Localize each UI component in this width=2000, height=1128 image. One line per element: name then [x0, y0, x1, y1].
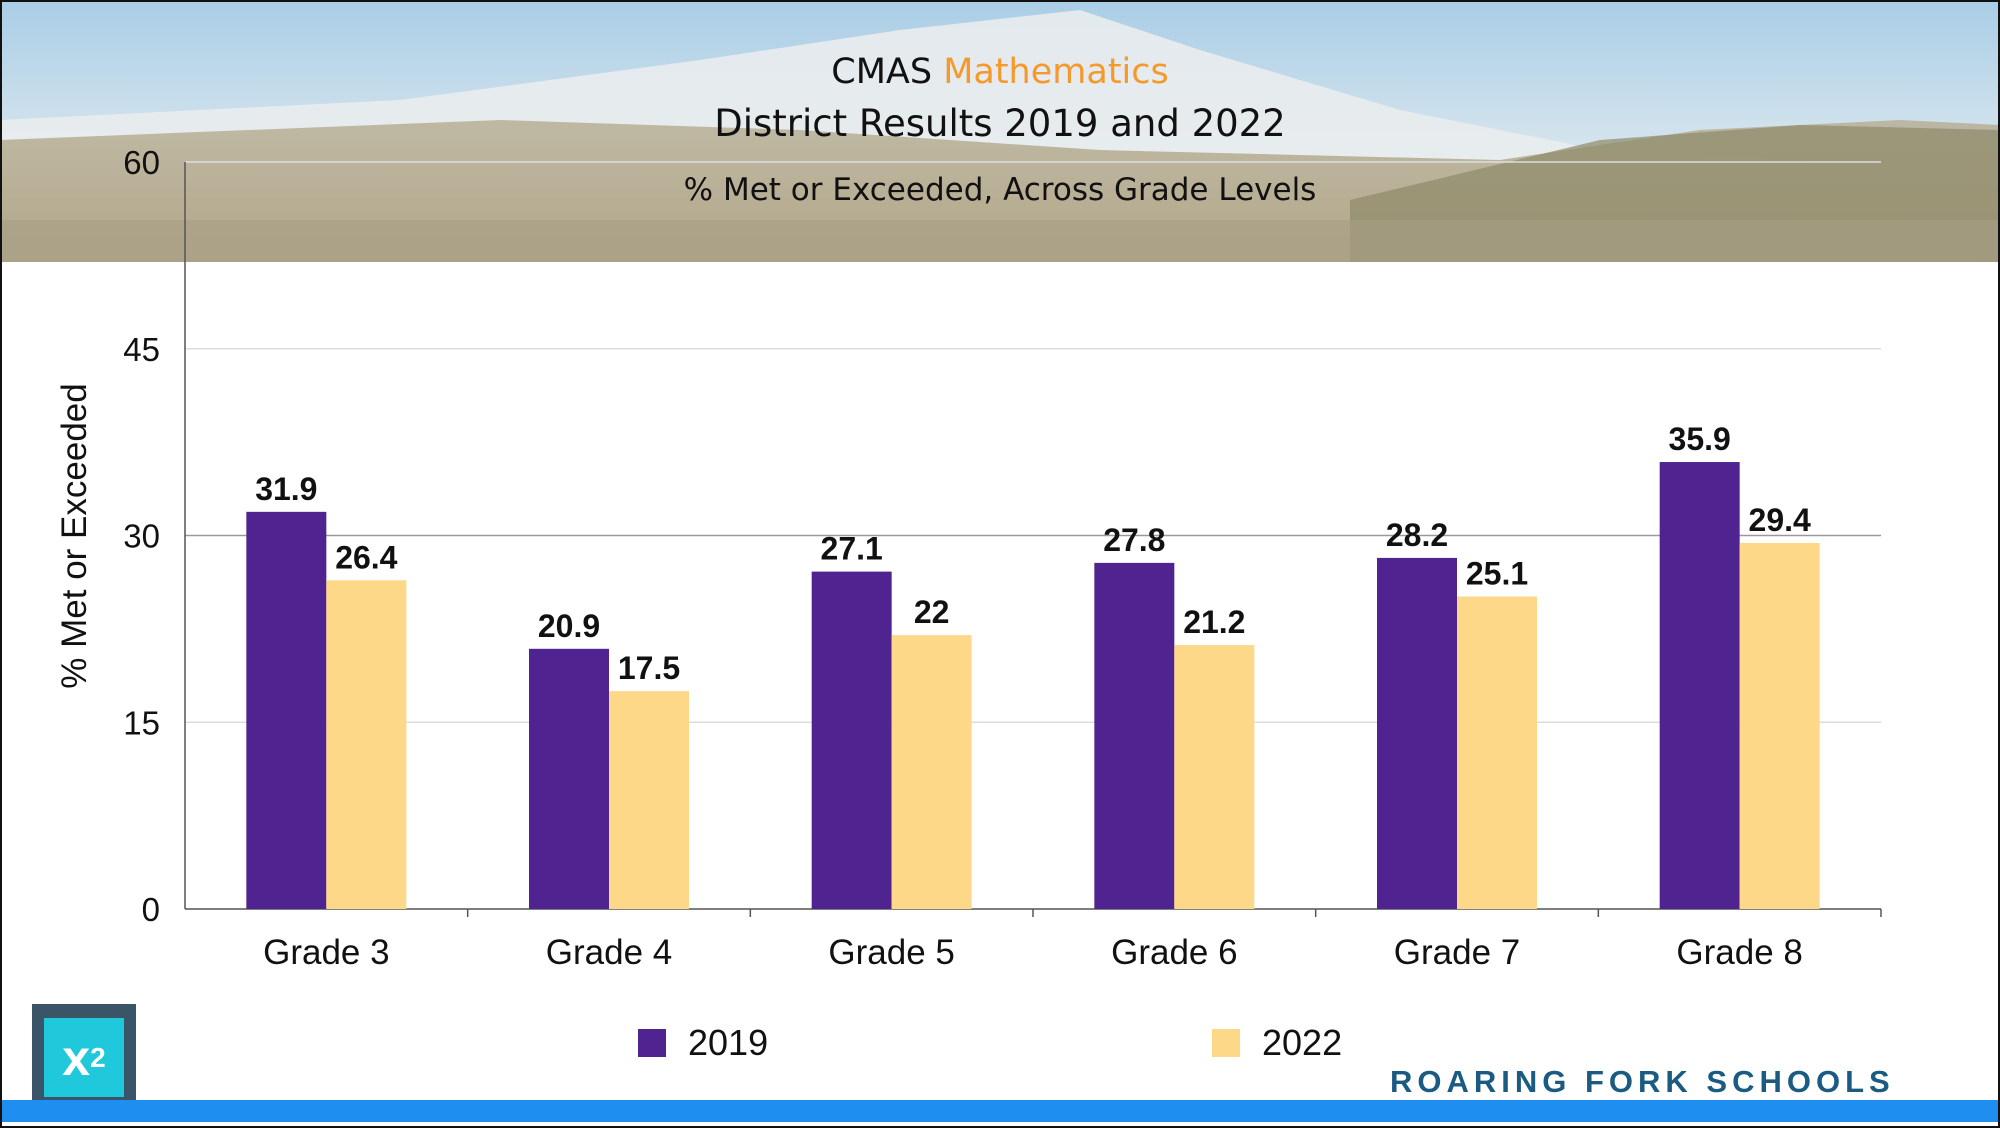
- bar-2019-grade-5: [811, 571, 892, 909]
- organization-name: ROARING FORK SCHOOLS: [1390, 1064, 1895, 1099]
- y-tick-label: 0: [142, 891, 160, 928]
- data-label: 26.4: [335, 539, 397, 575]
- data-label: 22: [914, 594, 950, 630]
- data-label: 35.9: [1669, 421, 1731, 457]
- legend-item-2022: 2022: [1212, 1022, 1342, 1064]
- legend-swatch-2022: [1212, 1029, 1240, 1057]
- bar-2019-grade-4: [529, 648, 609, 909]
- bar-2022-grade-3: [326, 580, 407, 909]
- chart-subtitle: % Met or Exceeded, Across Grade Levels: [683, 172, 1317, 208]
- bar-2019-grade-8: [1659, 462, 1740, 909]
- x-tick-label: Grade 8: [1676, 933, 1802, 972]
- data-label: 25.1: [1466, 556, 1528, 592]
- x-tick-label: Grade 5: [828, 933, 954, 972]
- y-tick-label: 45: [123, 331, 160, 368]
- legend-item-2019: 2019: [638, 1022, 768, 1064]
- x-tick-label: Grade 6: [1111, 933, 1237, 972]
- data-label: 21.2: [1183, 604, 1245, 640]
- data-label: 27.8: [1103, 522, 1165, 558]
- bar-2019-grade-7: [1377, 557, 1457, 909]
- chart-title-line2: District Results 2019 and 2022: [714, 102, 1286, 145]
- data-label: 29.4: [1749, 502, 1811, 538]
- legend-label-2019: 2019: [688, 1022, 769, 1063]
- bar-2019-grade-3: [246, 511, 327, 909]
- x-tick-label: Grade 4: [546, 933, 672, 972]
- bottom-bar: [0, 1100, 2000, 1122]
- y-tick-label: 30: [123, 518, 160, 555]
- data-label: 28.2: [1386, 517, 1448, 553]
- data-label: 20.9: [538, 608, 600, 644]
- title-subject: Mathematics: [943, 52, 1169, 92]
- chart-title: CMAS Mathematics: [0, 52, 2000, 92]
- logo-superscript: 2: [90, 1041, 106, 1073]
- header-mountain-photo: [0, 0, 2000, 262]
- bar-2022-grade-6: [1174, 645, 1255, 909]
- bar-2022-grade-4: [609, 691, 689, 909]
- bar-2019-grade-6: [1094, 562, 1175, 909]
- title-prefix: CMAS: [831, 52, 933, 92]
- bar-2022-grade-7: [1457, 596, 1537, 909]
- y-tick-label: 15: [123, 704, 160, 741]
- data-label: 31.9: [255, 471, 317, 507]
- data-label: 17.5: [618, 650, 680, 686]
- y-axis-label: % Met or Exceeded: [55, 383, 94, 688]
- logo-text: x: [62, 1029, 91, 1086]
- legend-swatch-2019: [638, 1029, 666, 1057]
- data-label: 27.1: [821, 531, 883, 567]
- legend-label-2022: 2022: [1262, 1022, 1343, 1063]
- bar-2022-grade-8: [1739, 542, 1820, 909]
- y-tick-label: 60: [123, 144, 160, 181]
- bar-2022-grade-5: [891, 635, 972, 909]
- x-tick-label: Grade 3: [263, 933, 389, 972]
- x-tick-label: Grade 7: [1394, 933, 1520, 972]
